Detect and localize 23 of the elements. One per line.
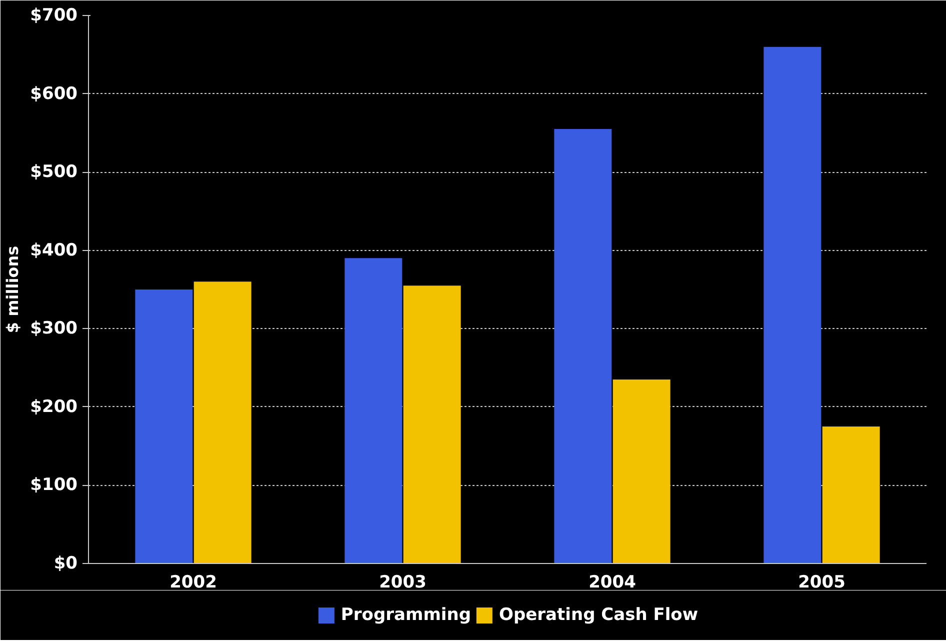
y-tick-label: $0: [54, 554, 78, 574]
x-tick-label: 2003: [379, 572, 426, 592]
y-tick-label: $600: [30, 84, 78, 104]
x-tick-label: 2002: [170, 572, 217, 592]
bar: [194, 282, 252, 564]
bar: [554, 129, 612, 564]
y-tick-label: $300: [30, 318, 78, 339]
y-tick-label: $400: [30, 240, 78, 260]
y-tick-label: $700: [30, 6, 78, 26]
bar: [344, 258, 402, 564]
y-axis-title: $ millions: [3, 246, 22, 334]
bar: [822, 426, 880, 564]
y-tick-label: $500: [30, 162, 78, 182]
x-tick-label: 2005: [798, 572, 846, 592]
bar: [135, 290, 193, 564]
bar: [403, 286, 461, 564]
y-tick-label: $200: [30, 396, 78, 417]
x-tick-label: 2004: [588, 572, 636, 592]
bar: [764, 46, 822, 564]
legend-label: Operating Cash Flow: [499, 605, 698, 625]
y-tick-label: $100: [30, 475, 78, 496]
bar: [612, 380, 670, 564]
legend-label: Programming: [340, 605, 472, 625]
